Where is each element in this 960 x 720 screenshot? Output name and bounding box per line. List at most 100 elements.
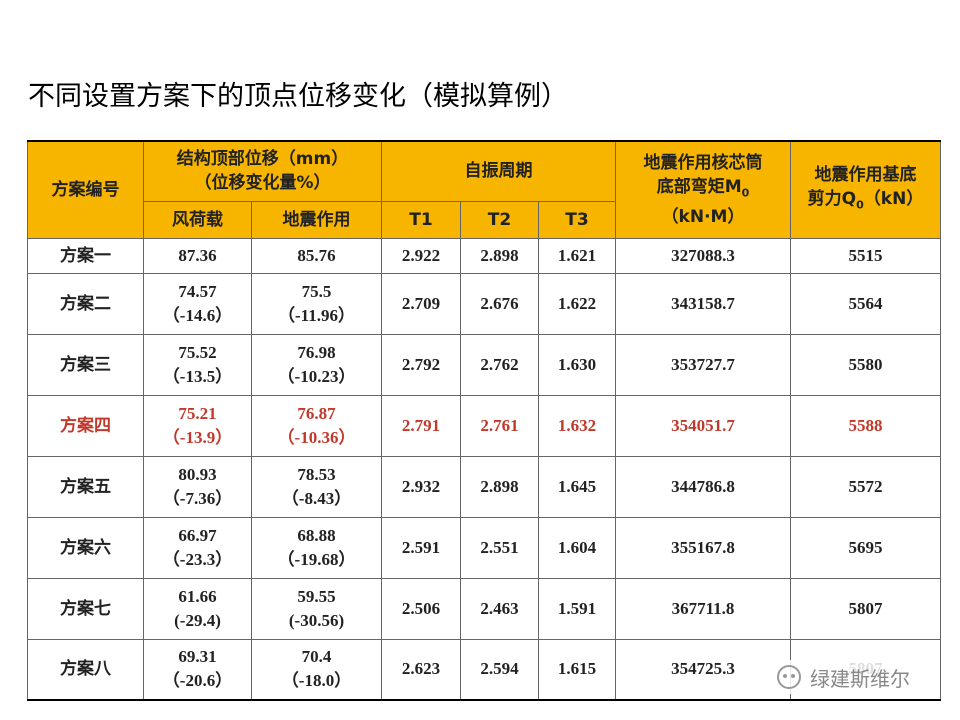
table-cell: 方案二 (27, 272, 144, 335)
cell-text: （-10.23） (277, 366, 356, 386)
cell-text: （-18.0） (281, 671, 352, 691)
table-cell: 5564 (790, 272, 941, 335)
table-cell: 327088.3 (615, 237, 791, 274)
table-cell: 2.898 (460, 237, 539, 274)
table-cell: 5580 (790, 333, 941, 396)
cell-text: 74.57 (178, 281, 217, 301)
table-row: 方案八 69.31 （-20.6） 70.4 （-18.0） 2.623 2.594 1.61… (27, 638, 941, 701)
table-cell: 61.66 (-29.4) (143, 577, 252, 640)
cell-text: 78.53 (297, 464, 336, 484)
cell-text: 87.36 (178, 245, 217, 265)
cell-text: 367711.8 (671, 598, 735, 618)
table-cell: 2.594 (460, 638, 539, 701)
table-cell: 2.591 (381, 516, 461, 579)
title: 不同设置方案下的顶点位移变化（模拟算例） (28, 81, 568, 112)
cell-text: 方案二 (60, 293, 111, 314)
table-cell: 1.632 (538, 394, 616, 457)
header-cell: T1 (381, 200, 461, 239)
cell-text: （-13.5） (162, 366, 233, 386)
table-row: 方案三 75.52 （-13.5） 76.98 （-10.23） 2.792 2.762 1.… (27, 333, 941, 396)
cell-text: 2.709 (401, 293, 441, 313)
table-cell: 1.622 (538, 272, 616, 335)
table-cell: 1.630 (538, 333, 616, 396)
cell-text: 2.591 (401, 537, 441, 557)
table-cell: 68.88 （-19.68） (251, 516, 382, 579)
header-subscript: 0 (741, 185, 750, 199)
cell-text: 方案一 (60, 245, 111, 266)
header-text: 地震作用核芯筒 (643, 152, 763, 173)
table-cell: 66.97 （-23.3） (143, 516, 252, 579)
header-cell: 风荷载 (143, 200, 252, 239)
cell-text: 353727.7 (671, 354, 735, 374)
table-cell: 355167.8 (615, 516, 791, 579)
header-cell: 地震作用 (251, 200, 382, 239)
cell-text: 方案三 (60, 354, 111, 375)
cell-text: 1.615 (557, 659, 597, 679)
cell-text: （-7.36） (162, 488, 233, 508)
watermark: 绿建斯维尔 (768, 660, 938, 694)
table-cell: 59.55 (-30.56) (251, 577, 382, 640)
table-cell: 方案六 (27, 516, 144, 579)
table-cell: 78.53 （-8.43） (251, 455, 382, 518)
cell-text: 2.506 (401, 598, 441, 618)
table-cell: 2.506 (381, 577, 461, 640)
table-cell: 5515 (790, 237, 941, 274)
cell-text: 2.762 (480, 354, 519, 374)
cell-text: 2.792 (401, 354, 441, 374)
cell-text: （-10.36） (277, 427, 356, 447)
cell-text: 方案五 (60, 476, 111, 497)
header-text: （kN·M） (661, 206, 745, 227)
cell-text: （-8.43） (281, 488, 352, 508)
cell-text: 2.898 (480, 245, 519, 265)
table-cell: 367711.8 (615, 577, 791, 640)
cell-text: 方案四 (60, 415, 111, 436)
cell-text: 75.5 (301, 281, 332, 301)
table-cell: 76.87 （-10.36） (251, 394, 382, 457)
watermark-text: 绿建斯维尔 (810, 666, 910, 691)
table-cell: 2.623 (381, 638, 461, 701)
table-cell: 85.76 (251, 237, 382, 274)
cell-text: （-11.96） (278, 305, 355, 325)
table-cell: 69.31 （-20.6） (143, 638, 252, 701)
table-row: 方案四 75.21 （-13.9） 76.87 （-10.36） 2.791 2.761 1.… (27, 394, 941, 457)
header-text: 风荷载 (172, 209, 223, 230)
table-cell: 5807 (790, 577, 941, 640)
table-cell: 方案七 (27, 577, 144, 640)
table-cell: 方案八 (27, 638, 144, 701)
cell-text: （-14.6） (162, 305, 233, 325)
header-cell: T3 (538, 200, 616, 239)
table-cell: 344786.8 (615, 455, 791, 518)
table-cell: 2.791 (381, 394, 461, 457)
table-cell: 1.604 (538, 516, 616, 579)
table-cell: 2.676 (460, 272, 539, 335)
header-cell: 方案编号 (27, 140, 144, 239)
cell-text: 5588 (848, 415, 883, 435)
table-cell: 354725.3 (615, 638, 791, 701)
cell-text: 5564 (848, 293, 883, 313)
table-row: 方案七 61.66 (-29.4) 59.55 (-30.56) 2.506 2.463 1.… (27, 577, 941, 640)
table-header: 方案编号 结构顶部位移（mm） （位移变化量%） 自振周期 地震作用核芯筒 底部弯矩… (27, 140, 941, 239)
table-cell: 1.645 (538, 455, 616, 518)
header-text: 结构顶部位移（mm） (176, 149, 349, 170)
cell-text: 75.21 (178, 403, 217, 423)
table-cell: 87.36 (143, 237, 252, 274)
table-cell: 方案三 (27, 333, 144, 396)
cell-text: 1.591 (557, 598, 597, 618)
table-row: 方案六 66.97 （-23.3） 68.88 （-19.68） 2.591 2.551 1.… (27, 516, 941, 579)
table-cell: 5695 (790, 516, 941, 579)
header-text: 地震作用 (282, 209, 351, 230)
table-cell: 2.932 (381, 455, 461, 518)
header-text: 自振周期 (464, 161, 533, 182)
cell-text: 66.97 (178, 525, 217, 545)
table-cell: 方案五 (27, 455, 144, 518)
cell-text: （-19.68） (277, 549, 356, 569)
cell-text: 343158.7 (671, 293, 735, 313)
table-cell: 343158.7 (615, 272, 791, 335)
header-text: T2 (487, 209, 512, 230)
header-cell: 自振周期 (381, 140, 616, 202)
header-cell: T2 (460, 200, 539, 239)
cell-text: 75.52 (178, 342, 217, 362)
table-cell: 2.762 (460, 333, 539, 396)
table-cell: 5572 (790, 455, 941, 518)
